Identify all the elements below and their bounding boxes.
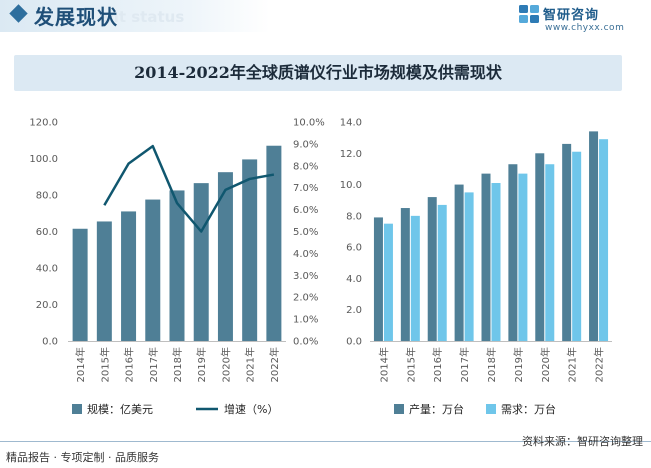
footer-slogan: 精品报告 · 专项定制 · 品质服务	[6, 451, 159, 464]
right-axis-tick: 6.0%	[293, 205, 318, 216]
x-tick-label: 2017年	[147, 347, 160, 382]
y-axis-tick: 14.0	[340, 118, 362, 129]
y-axis-tick: 10.0	[340, 180, 362, 191]
x-tick-label: 2018年	[171, 347, 184, 382]
legend-swatch-production	[394, 404, 404, 414]
y-axis-tick: 6.0	[346, 243, 362, 254]
x-tick-label: 2015年	[98, 347, 111, 382]
right-axis-tick: 0.0%	[293, 337, 318, 348]
brand-logo: 智研咨询 www.chyxx.com	[519, 3, 641, 37]
bar-production	[508, 164, 518, 341]
y-axis-tick: 4.0	[346, 274, 362, 285]
footer-divider	[0, 441, 651, 442]
bar-market-size	[121, 211, 137, 341]
section-header: ent status 发展现状 智研咨询 www.chyxx.com	[0, 0, 651, 40]
bar-market-size	[242, 159, 258, 341]
bar-demand	[437, 204, 447, 341]
x-tick-label: 2020年	[219, 347, 232, 382]
x-tick-label: 2015年	[404, 347, 417, 382]
x-tick-label: 2020年	[539, 347, 552, 382]
legend-label-growth: 增速（%）	[224, 402, 278, 416]
section-subtitle: ent status	[98, 8, 185, 26]
bar-demand	[545, 164, 555, 341]
bar-production	[454, 184, 464, 341]
bar-demand	[464, 192, 474, 341]
right-axis-tick: 1.0%	[293, 315, 318, 326]
x-tick-label: 2019年	[195, 347, 208, 382]
legend-swatch-market-size	[72, 404, 82, 414]
x-tick-label: 2019年	[512, 347, 525, 382]
x-tick-label: 2021年	[244, 347, 257, 382]
x-tick-label: 2016年	[123, 347, 136, 382]
bar-market-size	[169, 190, 185, 341]
bar-demand	[572, 151, 582, 341]
bar-production	[481, 173, 491, 341]
x-tick-label: 2014年	[377, 347, 390, 382]
growth-rate-line	[103, 144, 275, 233]
brand-name: 智研咨询	[543, 8, 600, 23]
legend-label-demand: 需求：万台	[501, 402, 556, 416]
y-axis-tick: 8.0	[346, 211, 362, 222]
bar-demand	[491, 183, 501, 341]
bar-demand	[383, 223, 393, 341]
chart-title-box: 2014-2022年全球质谱仪行业市场规模及供需现状	[14, 55, 622, 91]
market-size-chart: 0.0 20.0 40.0 60.0 80.0 100.0 120.0 0.0% 1.0% 2.0…	[29, 118, 324, 417]
brand-url: www.chyxx.com	[545, 23, 625, 33]
footer-source: 资料来源：智研咨询整理	[522, 435, 643, 448]
bar-market-size	[145, 199, 161, 341]
bar-market-size	[217, 172, 233, 341]
left-axis-tick: 80.0	[36, 191, 58, 202]
header-band	[0, 0, 270, 32]
bar-production	[373, 217, 383, 341]
y-axis-tick: 12.0	[340, 149, 362, 160]
left-axis-tick: 120.0	[29, 118, 58, 129]
bar-production	[427, 197, 437, 341]
right-axis-tick: 10.0%	[293, 118, 325, 129]
x-tick-label: 2014年	[74, 347, 87, 382]
y-axis-tick: 2.0	[346, 305, 362, 316]
right-axis-tick: 8.0%	[293, 161, 318, 172]
bar-production	[562, 143, 572, 341]
chart-title: 2014-2022年全球质谱仪行业市场规模及供需现状	[134, 63, 502, 82]
x-tick-label: 2016年	[431, 347, 444, 382]
right-axis-tick: 9.0%	[293, 139, 318, 150]
right-axis-tick: 4.0%	[293, 249, 318, 260]
section-title: 发展现状	[34, 5, 118, 29]
legend-label-market-size: 规模：亿美元	[87, 402, 153, 416]
bar-demand	[410, 215, 420, 341]
bar-demand	[518, 173, 528, 341]
left-axis-tick: 60.0	[36, 227, 58, 238]
supply-demand-chart: 0.0 2.0 4.0 6.0 8.0 10.0 12.0 14.0 2014年 2015年 201…	[340, 118, 612, 416]
x-tick-label: 2017年	[458, 347, 471, 382]
right-axis-tick: 2.0%	[293, 293, 318, 304]
left-axis-tick: 100.0	[29, 154, 58, 165]
bar-production	[400, 208, 410, 341]
legend-label-production: 产量：万台	[409, 402, 464, 416]
bar-market-size	[193, 183, 209, 341]
left-axis-tick: 0.0	[42, 337, 58, 348]
x-tick-label: 2022年	[268, 347, 281, 382]
bar-demand	[599, 139, 609, 341]
bar-production	[589, 131, 599, 341]
bar-market-size	[72, 228, 88, 341]
right-axis-tick: 7.0%	[293, 183, 318, 194]
y-axis-tick: 0.0	[346, 337, 362, 348]
right-axis-tick: 3.0%	[293, 271, 318, 282]
legend-swatch-demand	[486, 404, 496, 414]
left-axis-tick: 40.0	[36, 264, 58, 275]
right-axis-tick: 5.0%	[293, 227, 318, 238]
bar-market-size	[266, 145, 282, 341]
left-axis-tick: 20.0	[36, 300, 58, 311]
bar-market-size	[96, 221, 112, 341]
x-tick-label: 2022年	[593, 347, 606, 382]
x-tick-label: 2021年	[566, 347, 579, 382]
x-tick-label: 2018年	[485, 347, 498, 382]
bar-production	[535, 153, 545, 341]
logo-icon	[519, 5, 539, 23]
